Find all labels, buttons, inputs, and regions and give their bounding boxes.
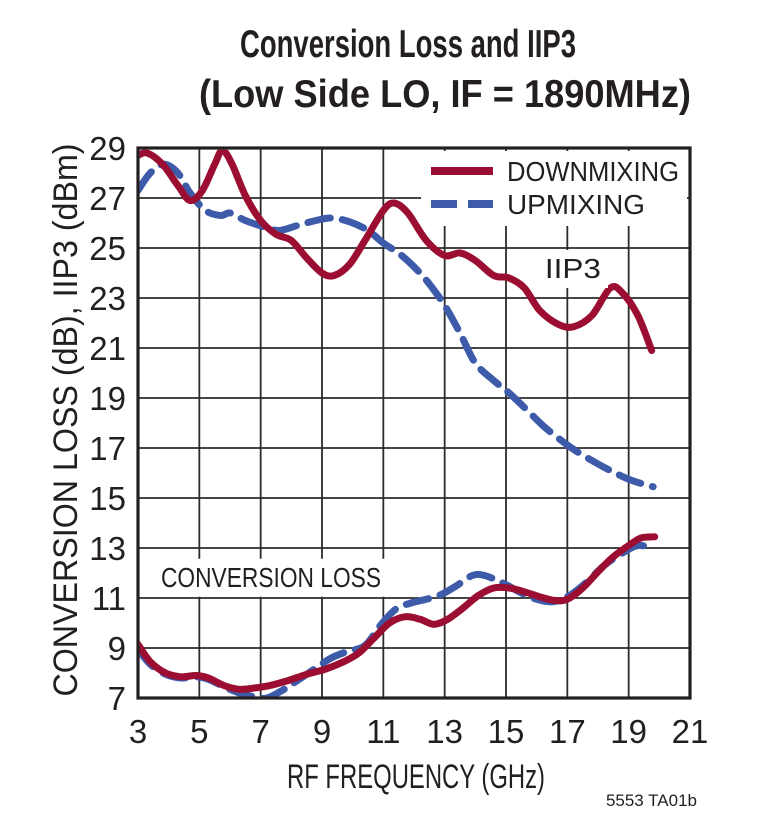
legend: DOWNMIXING UPMIXING (431, 156, 679, 220)
y-tick-label: 23 (89, 280, 126, 317)
y-tick-label: 7 (108, 680, 126, 717)
y-tick-label: 9 (108, 630, 126, 667)
x-tick-label: 13 (426, 713, 463, 750)
gridlines (138, 148, 690, 698)
data-curves (139, 149, 659, 699)
legend-background (421, 151, 687, 226)
x-tick-label: 3 (129, 713, 147, 750)
x-tick-label: 9 (313, 713, 331, 750)
x-tick-label: 15 (488, 713, 525, 750)
curve-conversion-loss-downmixing (139, 533, 659, 693)
y-tick-label: 17 (89, 430, 126, 467)
y-tick-label: 19 (89, 380, 126, 417)
conversion-loss-curve-label: CONVERSION LOSS (161, 562, 381, 593)
x-tick-label: 19 (610, 713, 647, 750)
axis-tick-labels: 3 5 7 9 11 13 15 17 19 21 7 9 11 13 15 17 19 21 23 25 27 29 (89, 130, 708, 750)
y-tick-label: 21 (89, 330, 126, 367)
legend-label-downmixing: DOWNMIXING (507, 156, 679, 187)
annotation-backdrop (537, 250, 608, 288)
curve-iip3-upmixing (139, 160, 657, 491)
x-axis-label: RF FREQUENCY (GHz) (287, 758, 545, 796)
y-tick-label: 13 (89, 530, 126, 567)
x-tick-label: 7 (251, 713, 269, 750)
y-tick-label: 25 (89, 230, 126, 267)
iip3-curve-label: IIP3 (545, 253, 601, 284)
y-tick-label: 29 (89, 130, 126, 167)
legend-label-upmixing: UPMIXING (507, 189, 645, 220)
x-tick-label: 21 (672, 713, 709, 750)
figure-number: 5553 TA01b (606, 791, 697, 810)
y-tick-label: 11 (92, 580, 126, 617)
annotations: IIP3 CONVERSION LOSS (154, 250, 608, 597)
plot-border (136, 146, 692, 700)
curve-iip3-downmixing (139, 149, 656, 354)
y-tick-label: 15 (89, 480, 126, 517)
chart-title-line2: (Low Side LO, IF = 1890MHz) (199, 73, 691, 116)
x-tick-label: 17 (549, 713, 586, 750)
annotation-backdrop (154, 558, 388, 597)
x-tick-label: 11 (366, 713, 400, 750)
y-axis-label: CONVERSION LOSS (dB), IIP3 (dBm) (47, 144, 85, 697)
x-tick-label: 5 (190, 713, 208, 750)
y-tick-label: 27 (89, 180, 126, 217)
chart-title-line1: Conversion Loss and IIP3 (240, 23, 576, 66)
legend-backdrop (421, 151, 687, 226)
